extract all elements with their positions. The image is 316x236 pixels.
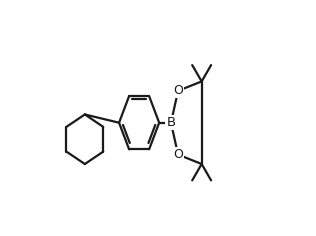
Text: B: B <box>167 116 176 129</box>
Text: O: O <box>173 148 183 161</box>
Text: O: O <box>173 84 183 97</box>
